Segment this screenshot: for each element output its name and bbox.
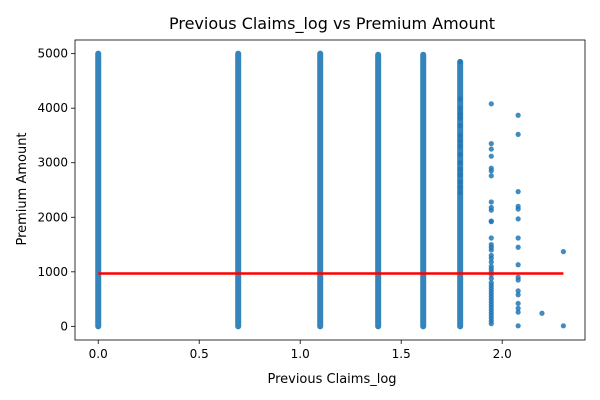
data-point [515,288,521,294]
y-tick-label: 1000 [37,265,68,279]
data-point [457,184,463,190]
data-point [457,190,463,196]
data-point [515,277,521,283]
x-tick-label: 1.5 [392,347,411,361]
data-point [488,101,494,107]
y-tick-label: 3000 [37,156,68,170]
data-point [457,138,463,144]
data-point [560,249,566,255]
y-tick-label: 4000 [37,101,68,115]
data-point [457,166,463,172]
plot-area [95,50,566,330]
data-point [515,131,521,137]
data-point [515,300,521,307]
data-point [515,244,521,250]
data-point [515,305,521,311]
data-point [488,247,494,253]
data-column-0 [95,50,102,330]
data-point [457,143,463,149]
data-point [457,111,463,117]
data-point [488,235,494,241]
data-point [457,96,463,102]
data-point [488,219,494,225]
axes: 0.0 0.5 1.0 1.5 2.0 0 1000 2000 3000 4000 5000 [37,39,586,361]
x-axis-label: Previous Claims_log [267,372,396,387]
data-point [515,216,521,222]
y-tick-label: 5000 [37,47,68,61]
data-point [488,168,494,174]
data-column-1 [235,50,242,330]
x-tick-label: 0.5 [190,347,209,361]
data-point [457,172,463,178]
data-point [515,112,521,118]
data-point [457,179,463,185]
y-tick-label: 2000 [37,210,68,224]
data-point [488,153,494,159]
data-point [515,189,521,195]
data-point [457,123,463,129]
data-point [488,141,494,147]
data-point [515,262,521,268]
data-point [457,59,463,65]
data-column-2 [317,50,324,330]
data-point [488,173,494,179]
x-tick-label: 1.0 [291,347,310,361]
data-point [488,321,494,327]
data-point [488,255,494,261]
data-column-4 [420,51,427,330]
data-point [488,146,494,152]
data-point [457,160,463,166]
x-tick-label: 2.0 [493,347,512,361]
data-point [539,310,545,316]
data-point [515,323,521,329]
data-point [515,292,521,298]
data-point [488,207,494,213]
chart-title: Previous Claims_log vs Premium Amount [169,14,495,34]
data-point [515,309,521,315]
data-column-3 [375,51,382,330]
data-point [515,235,521,241]
y-tick-label: 0 [60,319,68,333]
data-point [515,206,521,212]
data-point [457,105,463,111]
data-point [488,275,494,281]
data-point [488,199,494,205]
data-point [457,151,463,158]
y-axis-label: Premium Amount [15,132,30,245]
plot-frame [74,39,586,341]
data-point [560,323,566,329]
data-point [488,259,494,265]
data-point [457,132,463,139]
data-point [457,115,463,121]
x-tick-label: 0.0 [89,347,108,361]
